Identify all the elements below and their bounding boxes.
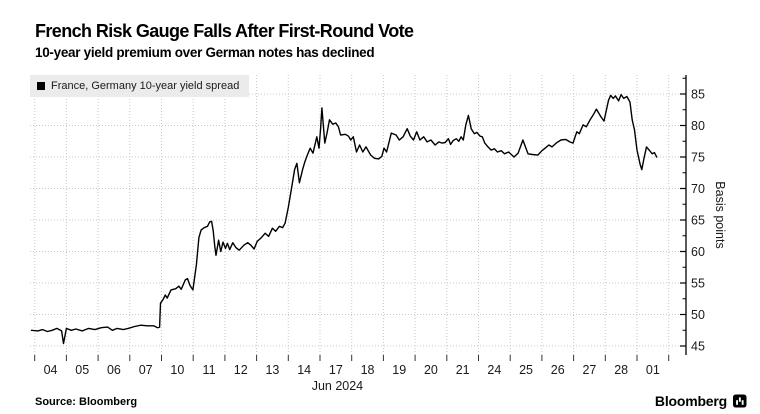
x-tick-label: 12 <box>234 363 248 377</box>
x-tick-label: 05 <box>75 363 89 377</box>
bloomberg-logo: Bloomberg <box>655 393 747 409</box>
x-tick-label: 26 <box>551 363 565 377</box>
y-tick-label: 45 <box>691 340 705 354</box>
x-tick-label: 04 <box>44 363 58 377</box>
x-tick-label: 14 <box>297 363 311 377</box>
y-tick-label: 60 <box>691 245 705 259</box>
x-tick-label: 21 <box>456 363 470 377</box>
y-axis: 45 50 55 60 65 70 75 80 85 Basis points <box>680 75 727 355</box>
x-tick-label: 19 <box>392 363 406 377</box>
x-tick-label: 06 <box>107 363 121 377</box>
x-tick-label: 11 <box>203 363 216 377</box>
y-tick-label: 85 <box>691 88 705 102</box>
x-tick-label: 20 <box>424 363 438 377</box>
y-tick-label: 50 <box>691 308 705 322</box>
x-tick-label: 17 <box>329 363 343 377</box>
legend-swatch-icon <box>37 82 45 90</box>
x-tick-label: 28 <box>614 363 628 377</box>
legend: France, Germany 10-year yield spread <box>30 75 250 97</box>
chart-subtitle: 10-year yield premium over German notes … <box>35 45 375 60</box>
bloomberg-mark-icon <box>733 394 747 408</box>
x-tick-label: 25 <box>519 363 533 377</box>
gridlines <box>30 75 686 355</box>
x-axis-month-label: Jun 2024 <box>312 379 363 393</box>
source-note: Source: Bloomberg <box>35 396 138 408</box>
x-tick-label: 01 <box>646 363 660 377</box>
y-tick-label: 55 <box>691 277 705 291</box>
y-tick-label: 80 <box>691 119 705 133</box>
x-tick-label: 24 <box>487 363 501 377</box>
chart-title: French Risk Gauge Falls After First-Roun… <box>35 21 414 41</box>
series <box>30 93 658 345</box>
x-tick-label: 27 <box>582 363 596 377</box>
x-tick-label: 10 <box>170 363 184 377</box>
y-tick-label: 65 <box>691 214 705 228</box>
x-tick-label: 13 <box>265 363 279 377</box>
x-tick-label: 07 <box>139 363 153 377</box>
y-tick-label: 70 <box>691 182 705 196</box>
x-tick-label: 18 <box>361 363 375 377</box>
x-axis: 04 05 06 07 10 11 12 13 14 17 18 19 20 21 24 25 26 27 28 01… <box>34 355 670 393</box>
bloomberg-logo-text: Bloomberg <box>654 393 727 409</box>
legend-label: France, Germany 10-year yield spread <box>51 80 240 92</box>
y-tick-label: 75 <box>691 151 705 165</box>
y-axis-title: Basis points <box>713 181 727 248</box>
series-line <box>30 93 658 345</box>
